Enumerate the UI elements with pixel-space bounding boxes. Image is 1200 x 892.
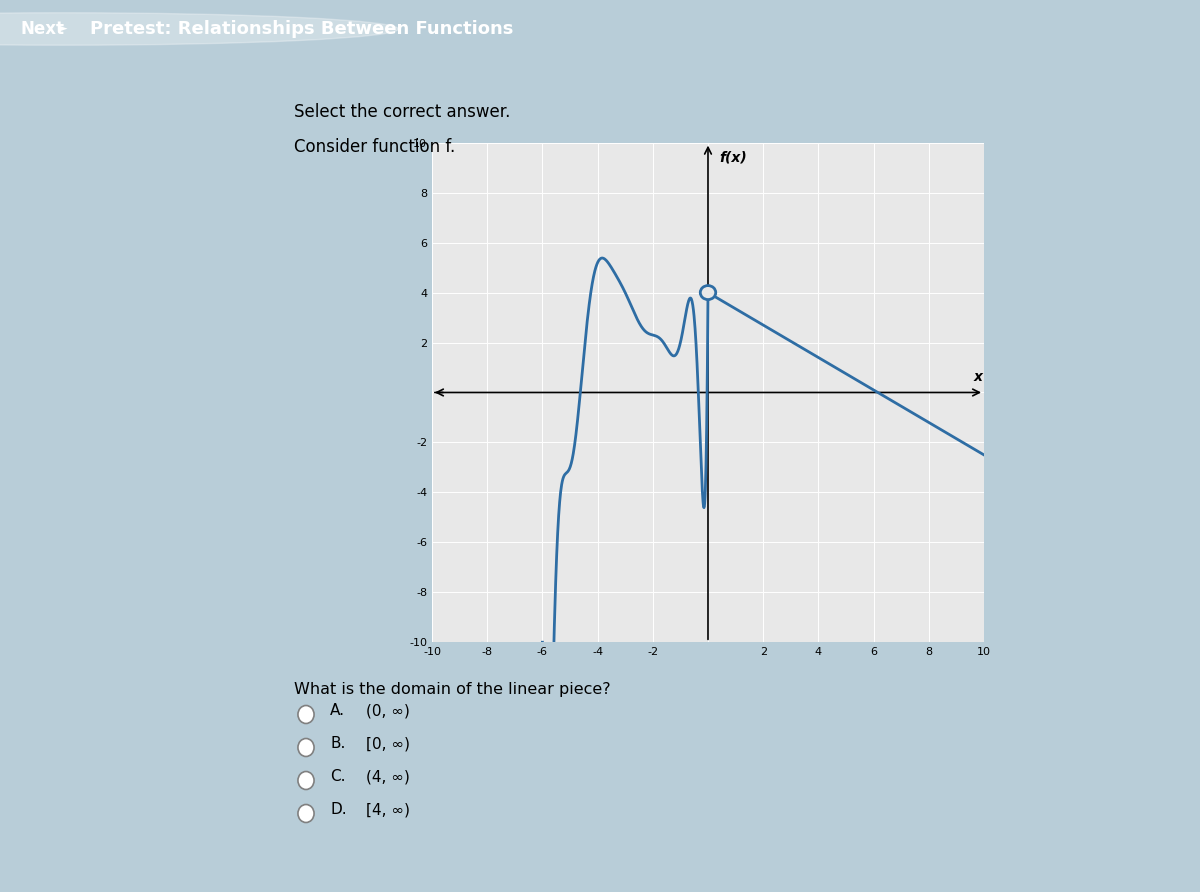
Text: x: x — [974, 370, 983, 384]
Text: Select the correct answer.: Select the correct answer. — [294, 103, 510, 120]
Text: [4, ∞): [4, ∞) — [366, 803, 410, 817]
Circle shape — [298, 739, 314, 756]
Text: f(x): f(x) — [719, 150, 746, 164]
Text: Consider function f.: Consider function f. — [294, 138, 455, 156]
Text: (4, ∞): (4, ∞) — [366, 770, 410, 784]
Text: D.: D. — [330, 803, 347, 817]
Circle shape — [298, 706, 314, 723]
Text: (0, ∞): (0, ∞) — [366, 704, 410, 718]
Text: Pretest: Relationships Between Functions: Pretest: Relationships Between Functions — [90, 20, 514, 38]
Text: C.: C. — [330, 770, 346, 784]
Text: Next: Next — [20, 20, 65, 38]
Text: B.: B. — [330, 737, 346, 751]
Circle shape — [701, 285, 715, 300]
Text: ►: ► — [58, 22, 67, 36]
Circle shape — [298, 805, 314, 822]
Text: [0, ∞): [0, ∞) — [366, 737, 410, 751]
Circle shape — [0, 12, 398, 45]
Text: A.: A. — [330, 704, 346, 718]
Circle shape — [298, 772, 314, 789]
Text: What is the domain of the linear piece?: What is the domain of the linear piece? — [294, 682, 611, 698]
